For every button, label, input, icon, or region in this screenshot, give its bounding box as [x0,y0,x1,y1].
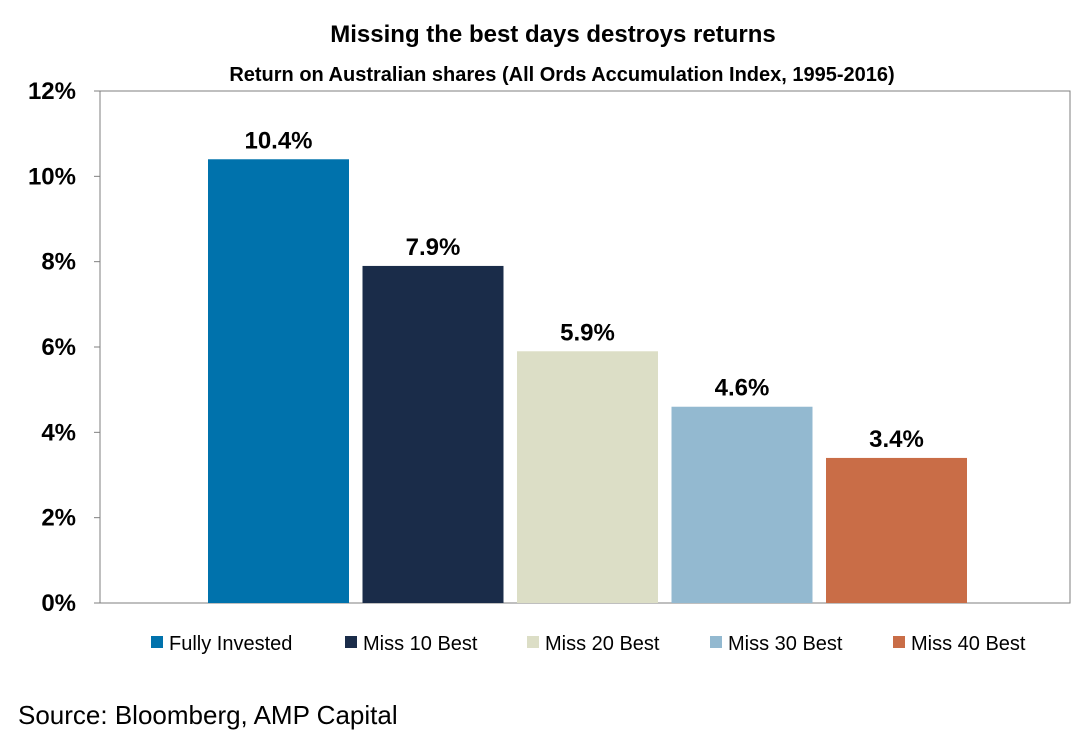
legend-swatch [710,636,722,648]
source-note: Source: Bloomberg, AMP Capital [18,700,398,730]
data-label: 10.4% [244,127,312,154]
bar-fully-invested [208,159,349,603]
legend-swatch [345,636,357,648]
legend-entry-label: Miss 40 Best [911,633,1026,655]
y-tick-label: 6% [41,334,76,361]
y-tick-label: 12% [28,78,76,105]
bar-miss-20-best [517,351,658,603]
bar-miss-10-best [362,265,504,603]
chart-subtitle: Return on Australian shares (All Ords Ac… [229,64,894,86]
legend-entry-label: Fully Invested [169,633,292,655]
legend-entry-label: Miss 10 Best [363,633,478,655]
bars-group: 10.4% 7.9% 5.9% 4.6% 3.4% [208,127,967,603]
data-label: 7.9% [406,234,461,261]
data-label: 5.9% [560,319,615,346]
y-tick-label: 8% [41,249,76,276]
chart-title: Missing the best days destroys returns [330,21,775,48]
legend-entry-label: Miss 30 Best [728,633,843,655]
data-label: 3.4% [869,426,924,453]
legend-swatch [893,636,905,648]
y-tick-label: 0% [41,590,76,617]
legend: Fully Invested Miss 10 Best Miss 20 Best Mi… [151,633,1026,655]
bar-miss-30-best [671,406,813,603]
y-axis: 0% 2% 4% 6% 8% 10% 12% [28,78,101,617]
legend-entry-label: Miss 20 Best [545,633,660,655]
legend-swatch [151,636,163,648]
y-tick-label: 2% [41,505,76,532]
y-tick-label: 4% [41,419,76,446]
y-tick-label: 10% [28,163,76,190]
data-label: 4.6% [715,375,770,402]
legend-swatch [527,636,539,648]
bar-miss-40-best [826,457,967,603]
